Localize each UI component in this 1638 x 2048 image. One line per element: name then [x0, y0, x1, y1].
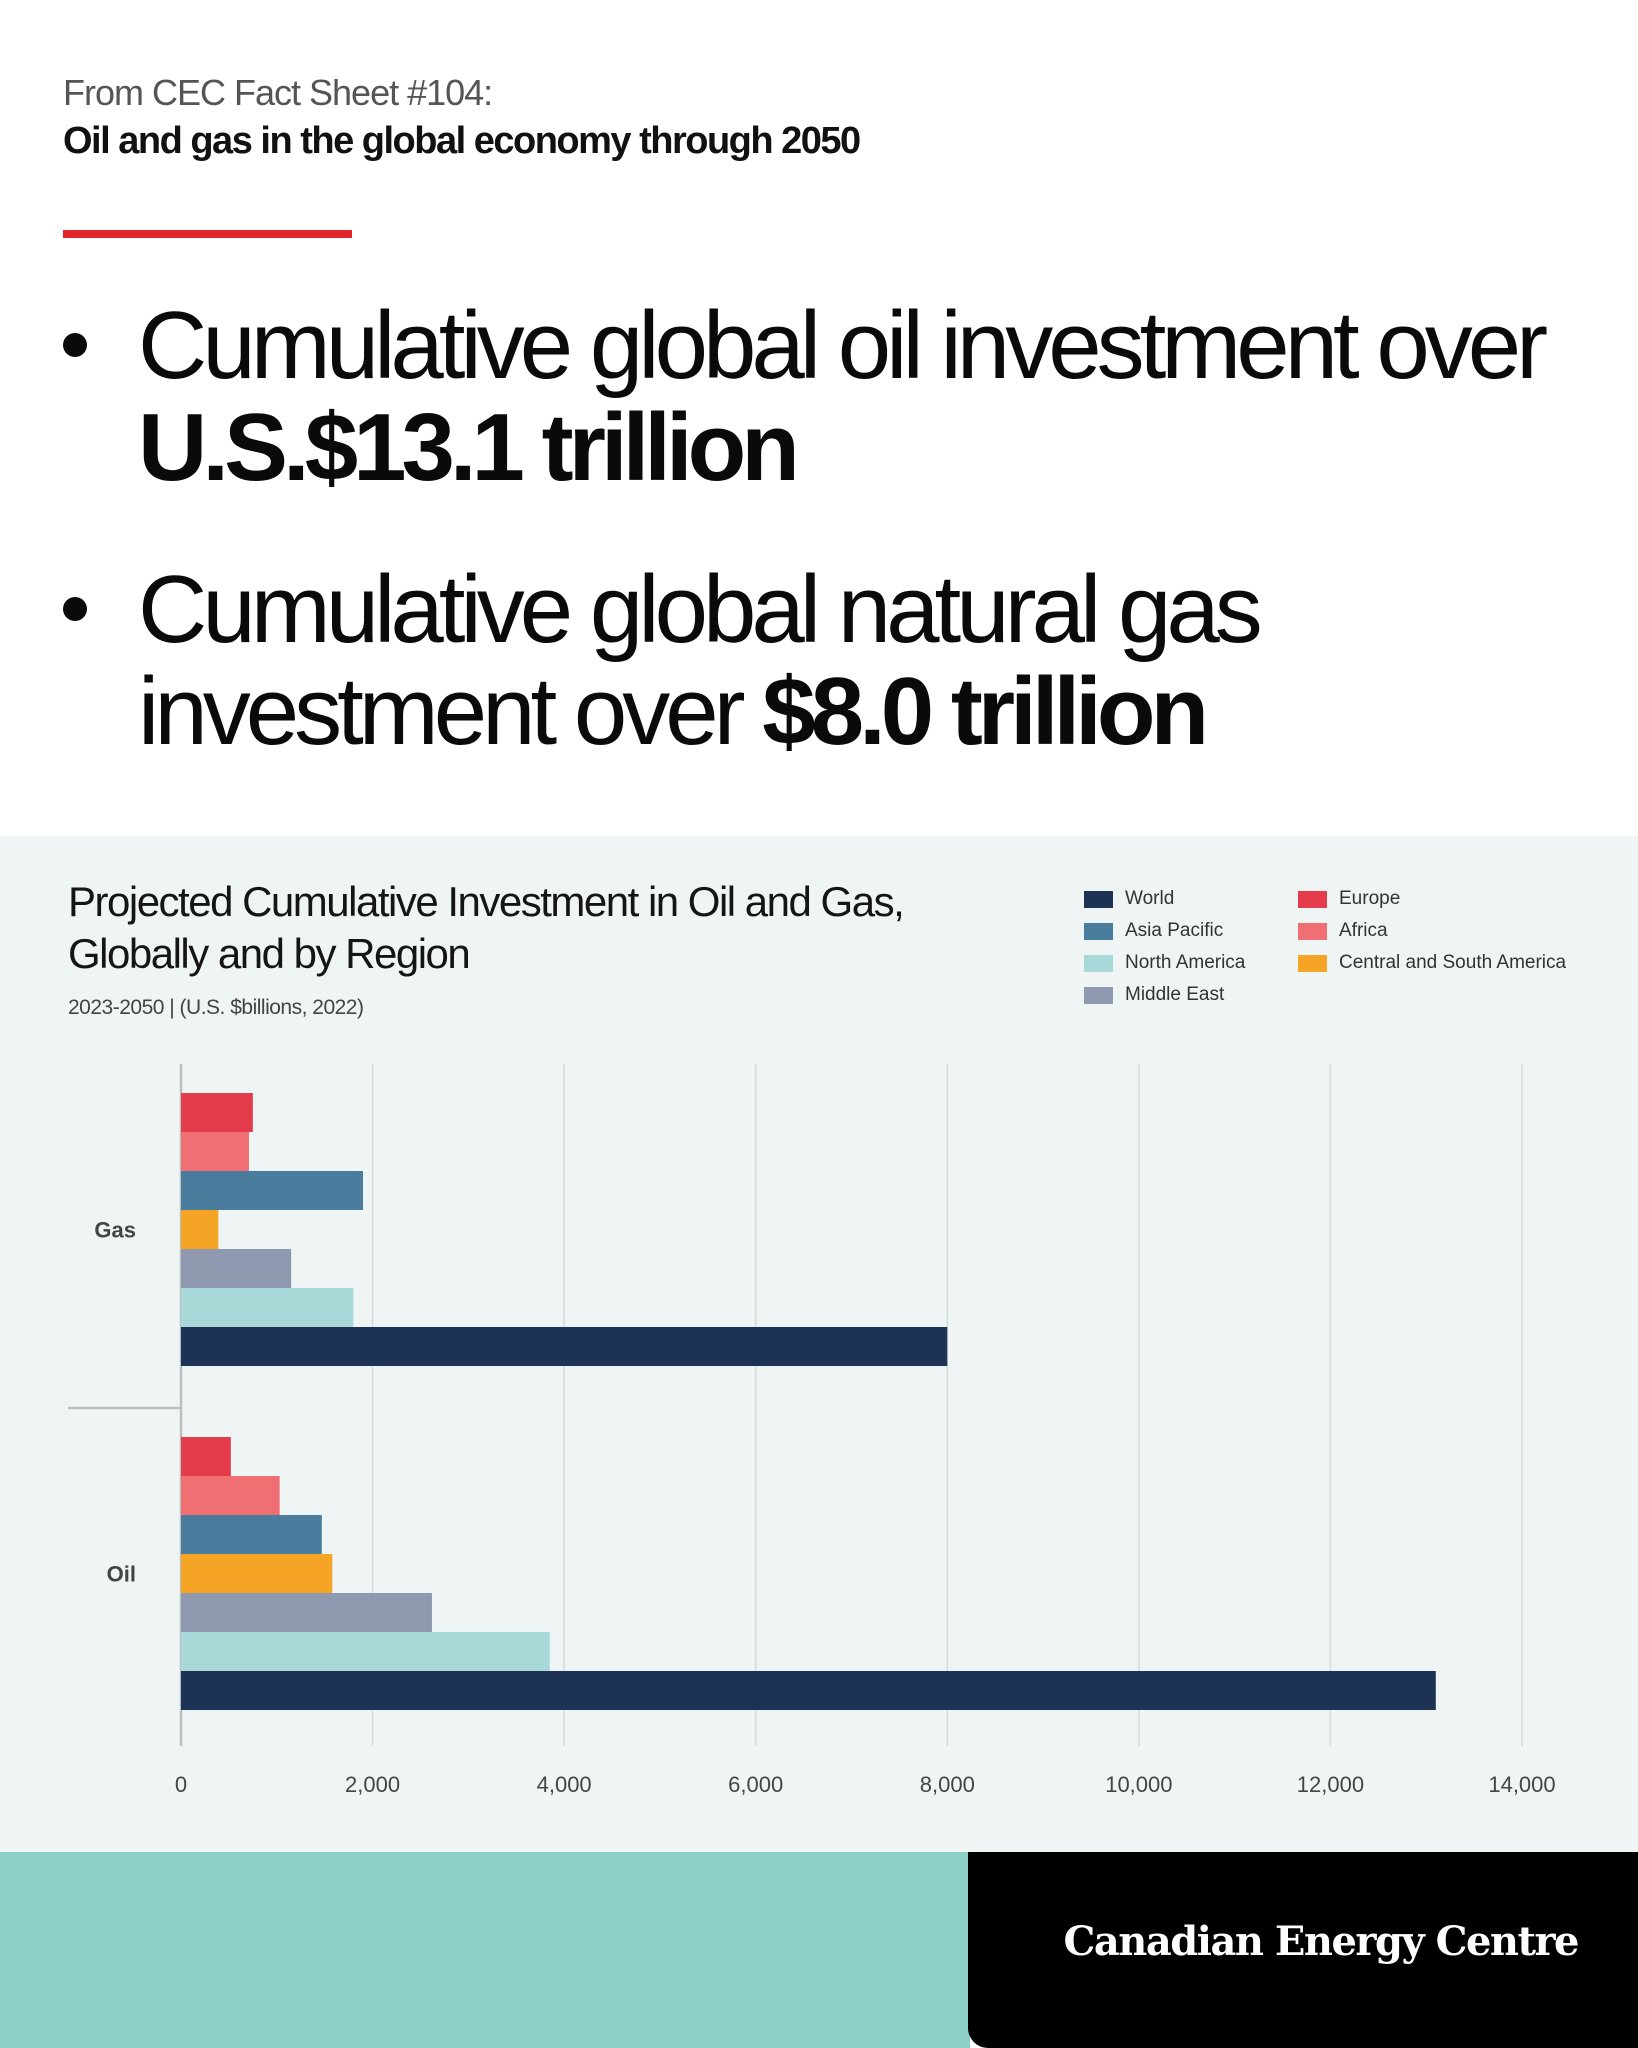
bar-oil-europe [181, 1437, 231, 1476]
bar-oil-central-and-south-america [181, 1554, 333, 1593]
bar-oil-world [181, 1671, 1436, 1710]
x-tick-label: 12,000 [1297, 1772, 1364, 1797]
kicker: From CEC Fact Sheet #104: [63, 72, 493, 113]
legend-swatch [1084, 922, 1113, 940]
legend-swatch [1084, 890, 1113, 908]
footer-band [0, 1852, 970, 2048]
bar-oil-middle-east [181, 1593, 432, 1632]
chart-subtitle: 2023-2050 | (U.S. $billions, 2022) [68, 996, 364, 1019]
legend-label: Africa [1339, 920, 1388, 941]
bullet-oil: Cumulative global oil investment over U.… [63, 295, 1583, 499]
legend-swatch [1298, 954, 1327, 972]
bar-oil-africa [181, 1476, 280, 1515]
legend-swatch [1298, 890, 1327, 908]
legend-item-central-and-south-america: Central and South America [1298, 952, 1566, 974]
bar-gas-world [181, 1327, 948, 1366]
bullet-oil-text: Cumulative global oil investment over [138, 292, 1548, 399]
legend-swatch [1298, 922, 1327, 940]
legend-label: World [1125, 888, 1175, 909]
legend-item-middle-east: Middle East [1084, 984, 1224, 1006]
bullet-oil-emphasis: U.S.$13.1 trillion [138, 394, 800, 501]
bullet-dot-icon [63, 597, 87, 621]
legend-item-north-america: North America [1084, 952, 1245, 974]
legend-item-asia-pacific: Asia Pacific [1084, 920, 1223, 942]
red-rule [63, 230, 352, 238]
bar-oil-asia-pacific [181, 1515, 322, 1554]
x-tick-label: 14,000 [1488, 1772, 1555, 1797]
x-tick-label: 4,000 [537, 1772, 592, 1797]
legend-swatch [1084, 986, 1113, 1004]
bar-gas-north-america [181, 1288, 354, 1327]
category-label-gas: Gas [94, 1218, 136, 1243]
bullet-gas-text: Cumulative global natural gas investment… [138, 556, 1263, 765]
category-label-oil: Oil [107, 1562, 136, 1587]
legend-item-europe: Europe [1298, 888, 1400, 910]
x-tick-label: 0 [175, 1772, 187, 1797]
bar-gas-middle-east [181, 1249, 292, 1288]
bullet-list: Cumulative global oil investment over U.… [63, 295, 1583, 823]
bar-oil-north-america [181, 1632, 550, 1671]
bar-gas-africa [181, 1132, 250, 1171]
brand-logo: Canadian Energy Centre [1063, 1918, 1580, 1965]
x-tick-label: 10,000 [1105, 1772, 1172, 1797]
bar-gas-central-and-south-america [181, 1210, 219, 1249]
legend-swatch [1084, 954, 1113, 972]
legend-label: Middle East [1125, 984, 1225, 1005]
bar-gas-europe [181, 1093, 253, 1132]
footer-brand-block: Canadian Energy Centre [968, 1852, 1638, 2048]
legend-label: Central and South America [1339, 952, 1567, 973]
bar-chart: 0 2,000 4,000 6,000 8,000 10,000 12,000 14,000 G… [68, 1064, 1556, 1797]
legend-item-africa: Africa [1298, 920, 1388, 942]
legend-label: Asia Pacific [1125, 920, 1224, 941]
legend-item-world: World [1084, 888, 1174, 910]
chart-panel: Projected Cumulative Investment in Oil a… [0, 836, 1638, 1852]
subtitle: Oil and gas in the global economy throug… [63, 120, 861, 162]
x-tick-label: 2,000 [345, 1772, 400, 1797]
legend-label: Europe [1339, 888, 1401, 909]
bar-gas-asia-pacific [181, 1171, 363, 1210]
legend-label: North America [1125, 952, 1246, 973]
x-tick-label: 8,000 [920, 1772, 975, 1797]
chart-title: Projected Cumulative Investment in Oil a… [68, 878, 905, 977]
bullet-dot-icon [63, 333, 87, 357]
x-tick-label: 6,000 [728, 1772, 783, 1797]
bullet-gas-emphasis: $8.0 trillion [762, 658, 1209, 765]
bullet-gas: Cumulative global natural gas investment… [63, 559, 1583, 763]
